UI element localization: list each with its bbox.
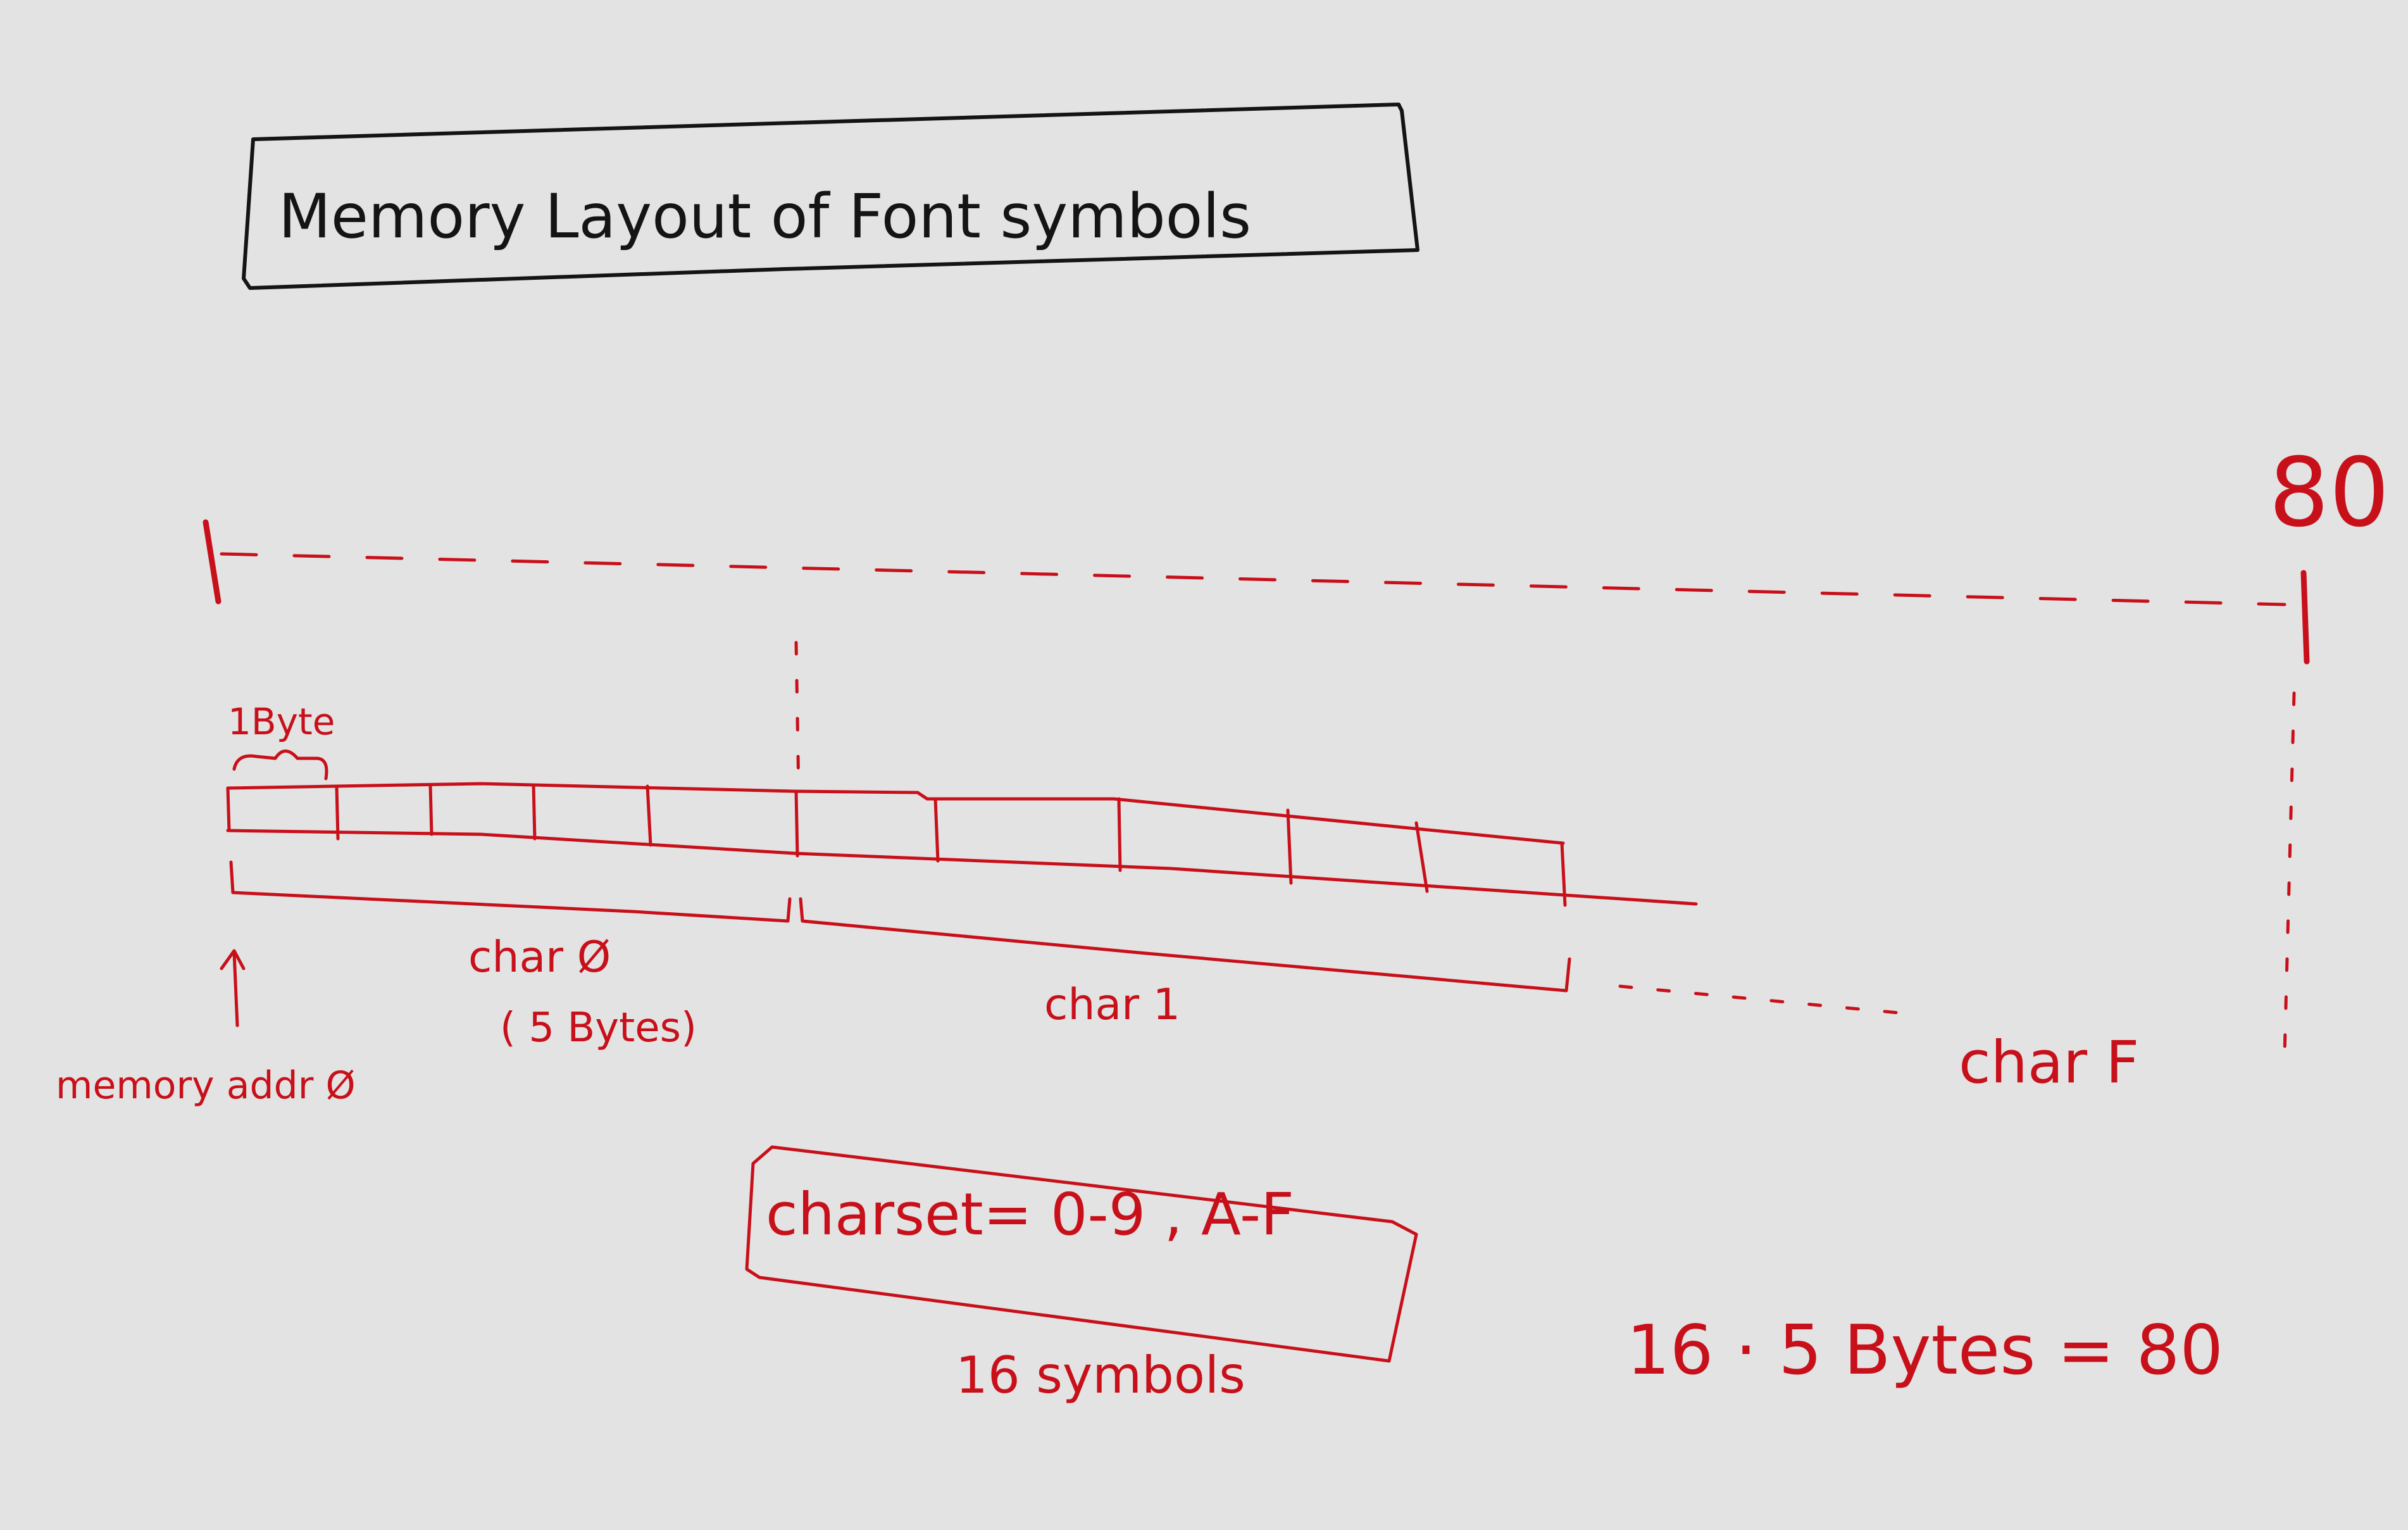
char-divider-dotted [794,641,801,793]
char0-label: char Ø [468,932,611,982]
one-byte-brace [232,749,328,781]
end-value-80: 80 [2269,438,2390,548]
cell-wall [933,797,940,863]
memory-addr-arrow-shaft [232,951,239,1027]
one-byte-label: 1Byte [228,700,335,743]
end-divider-dotted [2283,691,2296,1056]
char0-bracket [229,860,792,923]
charF-label: char F [1959,1029,2139,1096]
charset-label: charset= 0-9 , A-F [766,1181,1294,1248]
cell-wall [428,783,434,836]
title-text: Memory Layout of Font symbols [278,181,1251,252]
cell-wall [1414,821,1429,893]
cell-wall [532,783,537,841]
memory-addr-label: memory addr Ø [56,1063,356,1108]
cell-wall [226,786,231,832]
char1-bracket [799,897,1571,993]
char1-label: char 1 [1044,980,1180,1030]
start-tick [203,519,221,605]
cell-wall [335,785,340,841]
symbols-count-label: 16 symbols [956,1346,1245,1405]
char0-size-label: ( 5 Bytes) [500,1005,697,1051]
trailing-dots [1618,984,1900,1015]
cell-wall [1286,808,1293,885]
charset-box [745,1145,1418,1363]
cells-bottom-edge [226,829,1698,906]
cell-wall [646,784,652,847]
memory-addr-arrow-head [220,949,246,970]
end-tick [2300,570,2310,665]
cell-wall [794,789,799,858]
memory-cells [226,782,1698,907]
cell-wall [1117,797,1122,872]
title-box [242,103,1419,290]
cell-wall [1560,841,1567,907]
span-dashed-line [220,552,2286,606]
equation-label: 16 · 5 Bytes = 80 [1626,1311,2223,1390]
cells-top-edge [226,782,1565,845]
